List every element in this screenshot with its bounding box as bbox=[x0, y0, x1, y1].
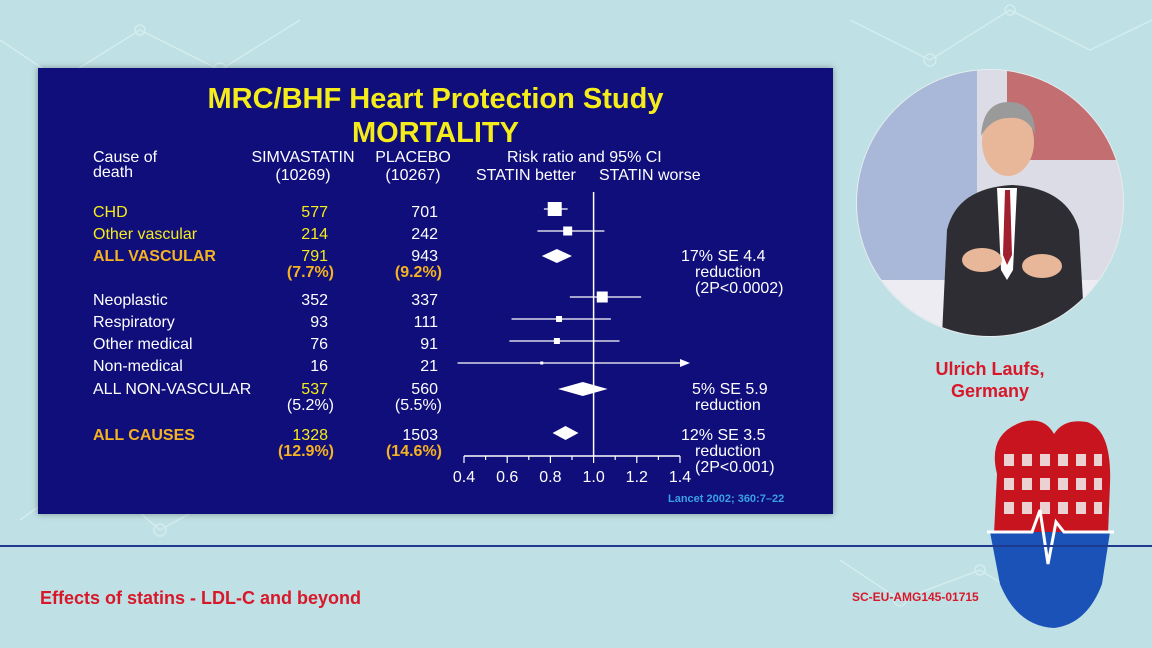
annot-allcauses-2: reduction bbox=[695, 443, 761, 460]
estimate-square bbox=[556, 316, 563, 322]
row-placebo-pct-all-nonvascular: (5.5%) bbox=[394, 397, 442, 414]
ci-diamond bbox=[541, 249, 572, 263]
presentation-slide: MRC/BHF Heart Protection Study MORTALITY… bbox=[38, 68, 833, 514]
estimate-square bbox=[540, 361, 544, 365]
row-statin-all-vascular: 791 bbox=[301, 248, 328, 265]
row-placebo-neoplastic: 337 bbox=[411, 292, 438, 309]
heart-logo-icon bbox=[987, 420, 1114, 628]
annot-vascular-3: (2P<0.0002) bbox=[695, 280, 784, 297]
row-statin-pct-all-vascular: (7.7%) bbox=[286, 264, 334, 281]
row-label-neoplastic: Neoplastic bbox=[93, 292, 168, 309]
row-statin-non-medical: 16 bbox=[310, 358, 328, 375]
annot-nonvascular-1: 5% SE 5.9 bbox=[692, 381, 768, 398]
row-label-all-nonvascular: ALL NON-VASCULAR bbox=[93, 381, 252, 398]
speaker-name-line1: Ulrich Laufs, bbox=[935, 359, 1045, 379]
speaker-name: Ulrich Laufs, Germany bbox=[900, 358, 1080, 402]
annot-vascular-2: reduction bbox=[695, 264, 761, 281]
ci-arrow bbox=[680, 359, 690, 367]
row-statin-other-vascular: 214 bbox=[301, 226, 328, 243]
row-placebo-other-vascular: 242 bbox=[411, 226, 438, 243]
header-statin-n: (10269) bbox=[275, 167, 331, 184]
row-label-other-medical: Other medical bbox=[93, 336, 193, 353]
estimate-square bbox=[547, 202, 562, 216]
row-label-all-vascular: ALL VASCULAR bbox=[93, 248, 216, 265]
row-statin-all-causes: 1328 bbox=[292, 427, 328, 444]
row-label-respiratory: Respiratory bbox=[93, 314, 175, 331]
header-statin-worse: STATIN worse bbox=[599, 167, 701, 184]
row-statin-respiratory: 93 bbox=[310, 314, 328, 331]
row-statin-chd: 577 bbox=[301, 204, 328, 221]
ci-diamond bbox=[552, 426, 579, 440]
x-tick-label: 1.4 bbox=[669, 469, 691, 486]
x-tick-label: 0.6 bbox=[496, 469, 518, 486]
annot-allcauses-1: 12% SE 3.5 bbox=[681, 427, 766, 444]
speaker-video bbox=[857, 70, 1123, 336]
row-placebo-pct-all-vascular: (9.2%) bbox=[394, 264, 442, 281]
row-label-all-causes: ALL CAUSES bbox=[93, 427, 195, 444]
row-placebo-non-medical: 21 bbox=[420, 358, 438, 375]
estimate-square bbox=[553, 338, 560, 344]
slide-subtitle: MORTALITY bbox=[352, 117, 519, 149]
row-statin-pct-all-nonvascular: (5.2%) bbox=[286, 397, 334, 414]
forest-plot: 0.4 0.6 0.8 1.0 1.2 1.4 bbox=[453, 192, 691, 486]
footer-code: SC-EU-AMG145-01715 bbox=[852, 590, 979, 604]
estimate-square bbox=[596, 291, 608, 303]
header-ratio: Risk ratio and 95% CI bbox=[507, 149, 662, 166]
annot-vascular-1: 17% SE 4.4 bbox=[681, 248, 766, 265]
row-placebo-chd: 701 bbox=[411, 204, 438, 221]
row-label-other-vascular: Other vascular bbox=[93, 226, 198, 243]
row-placebo-all-vascular: 943 bbox=[411, 248, 438, 265]
x-tick-label: 0.8 bbox=[539, 469, 561, 486]
annot-nonvascular-2: reduction bbox=[695, 397, 761, 414]
header-placebo: PLACEBO bbox=[375, 149, 451, 166]
row-label-chd: CHD bbox=[93, 204, 128, 221]
x-tick-label: 1.0 bbox=[582, 469, 604, 486]
ci-diamond bbox=[557, 382, 608, 396]
slide-title: MRC/BHF Heart Protection Study bbox=[207, 83, 664, 115]
row-placebo-pct-all-causes: (14.6%) bbox=[385, 443, 442, 460]
footer-title: Effects of statins - LDL-C and beyond bbox=[40, 588, 362, 608]
x-tick-label: 0.4 bbox=[453, 469, 475, 486]
x-tick-label: 1.2 bbox=[626, 469, 648, 486]
row-placebo-all-causes: 1503 bbox=[402, 427, 438, 444]
row-statin-all-nonvascular: 537 bbox=[301, 381, 328, 398]
header-placebo-n: (10267) bbox=[385, 167, 441, 184]
header-cause: Cause of death bbox=[93, 149, 158, 181]
citation: Lancet 2002; 360:7–22 bbox=[668, 493, 785, 505]
header-statin: SIMVASTATIN bbox=[251, 149, 355, 166]
row-statin-pct-all-causes: (12.9%) bbox=[277, 443, 334, 460]
speaker-portrait bbox=[857, 70, 1123, 336]
row-label-non-medical: Non-medical bbox=[93, 358, 183, 375]
row-statin-other-medical: 76 bbox=[310, 336, 328, 353]
row-placebo-respiratory: 111 bbox=[413, 314, 438, 331]
header-statin-better: STATIN better bbox=[476, 167, 576, 184]
estimate-square bbox=[563, 226, 573, 236]
row-placebo-all-nonvascular: 560 bbox=[411, 381, 438, 398]
footer-divider bbox=[0, 545, 1152, 547]
annot-allcauses-3: (2P<0.001) bbox=[695, 459, 775, 476]
speaker-name-line2: Germany bbox=[950, 381, 1030, 401]
row-statin-neoplastic: 352 bbox=[301, 292, 328, 309]
row-placebo-other-medical: 91 bbox=[420, 336, 438, 353]
